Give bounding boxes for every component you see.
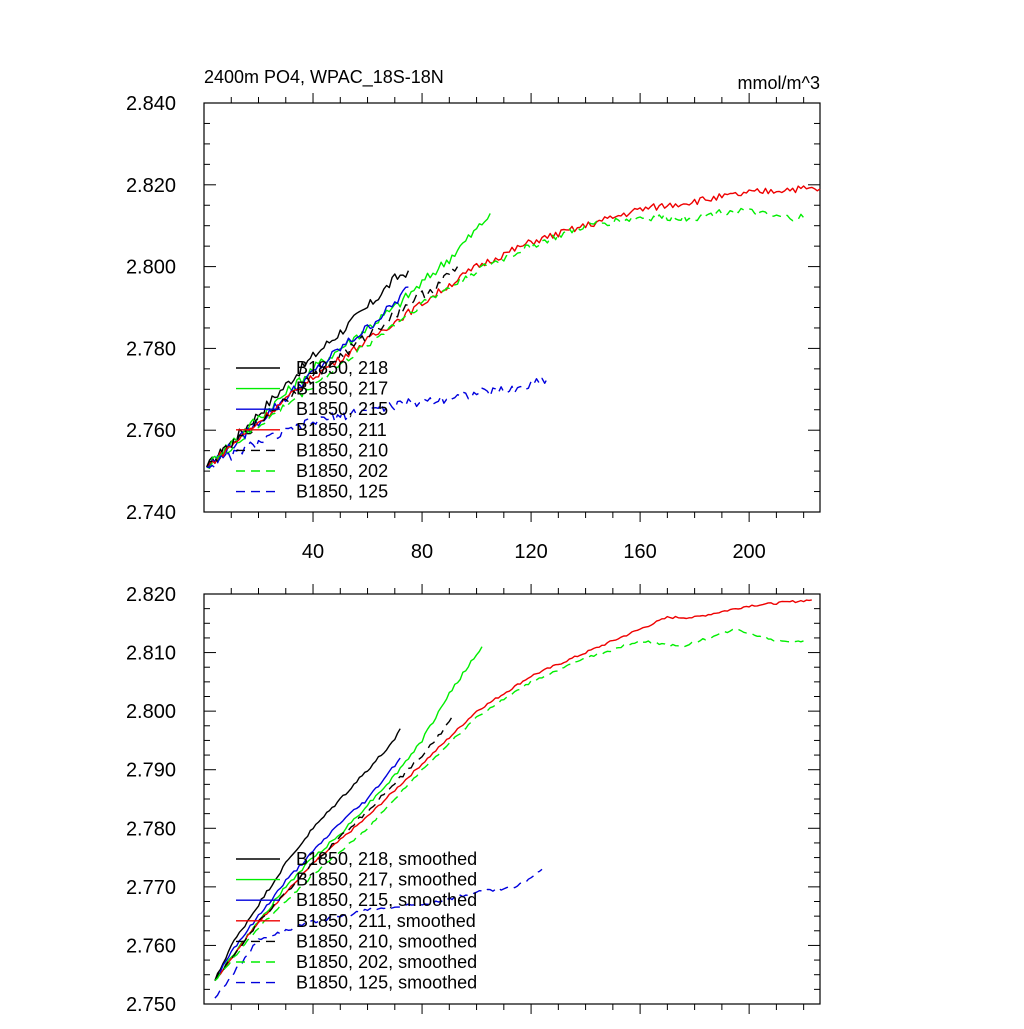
legend-label: B1850, 218, smoothed bbox=[296, 849, 477, 869]
y-tick-label: 2.820 bbox=[126, 175, 176, 197]
y-tick-label: 2.800 bbox=[126, 701, 176, 723]
series-line bbox=[214, 728, 401, 981]
legend-label: B1850, 210 bbox=[296, 440, 388, 460]
series-line bbox=[214, 757, 401, 981]
legend-label: B1850, 217, smoothed bbox=[296, 870, 477, 890]
legend-label: B1850, 218 bbox=[296, 358, 388, 378]
legend-label: B1850, 211, smoothed bbox=[296, 911, 476, 931]
figure-title: 2400m PO4, WPAC_18S-18N bbox=[204, 67, 444, 88]
legend-label: B1850, 125 bbox=[296, 482, 388, 502]
top-panel: 2.740 2.760 2.780 2.800 2.820 2.840 40 80 120 160… bbox=[126, 93, 821, 563]
bottom-ticks bbox=[204, 584, 820, 1014]
legend-label: B1850, 202, smoothed bbox=[296, 952, 477, 972]
x-tick-label: 40 bbox=[302, 541, 324, 563]
legend-label: B1850, 202 bbox=[296, 461, 388, 481]
x-tick-label: 200 bbox=[732, 541, 765, 563]
legend-label: B1850, 215 bbox=[296, 399, 388, 419]
legend-label: B1850, 211 bbox=[296, 420, 387, 440]
y-tick-label: 2.780 bbox=[126, 818, 176, 840]
y-tick-label: 2.780 bbox=[126, 338, 176, 360]
y-tick-label: 2.760 bbox=[126, 420, 176, 442]
series-line bbox=[214, 716, 453, 981]
y-tick-label: 2.760 bbox=[126, 935, 176, 957]
y-tick-label: 2.810 bbox=[126, 643, 176, 665]
legend-label: B1850, 217 bbox=[296, 379, 388, 399]
y-tick-label: 2.750 bbox=[126, 994, 176, 1016]
x-tick-label: 120 bbox=[514, 541, 547, 563]
y-tick-label: 2.820 bbox=[126, 584, 176, 606]
y-tick-label: 2.840 bbox=[126, 93, 176, 115]
bottom-panel: 2.750 2.760 2.770 2.780 2.790 2.800 2.810 2.820… bbox=[126, 584, 821, 1016]
y-tick-label: 2.770 bbox=[126, 877, 176, 899]
legend-label: B1850, 210, smoothed bbox=[296, 931, 477, 951]
x-tick-label: 80 bbox=[411, 541, 433, 563]
series-line bbox=[206, 207, 805, 469]
series-line bbox=[206, 266, 459, 468]
top-ticks bbox=[204, 93, 820, 522]
series-line bbox=[206, 286, 409, 468]
legend-label: B1850, 215, smoothed bbox=[296, 890, 477, 910]
y-tick-label: 2.790 bbox=[126, 760, 176, 782]
series-line bbox=[214, 599, 812, 981]
series-line bbox=[206, 376, 551, 469]
top-tick-labels: 2.740 2.760 2.780 2.800 2.820 2.840 40 80 120 160… bbox=[126, 93, 766, 563]
series-line bbox=[214, 868, 543, 999]
bottom-tick-labels: 2.750 2.760 2.770 2.780 2.790 2.800 2.810 2.820 bbox=[126, 584, 176, 1016]
legend-label: B1850, 125, smoothed bbox=[296, 973, 477, 993]
y-tick-label: 2.740 bbox=[126, 502, 176, 524]
series-line bbox=[214, 627, 804, 982]
x-tick-label: 160 bbox=[623, 541, 656, 563]
y-tick-label: 2.800 bbox=[126, 257, 176, 279]
units-label: mmol/m^3 bbox=[738, 73, 820, 93]
